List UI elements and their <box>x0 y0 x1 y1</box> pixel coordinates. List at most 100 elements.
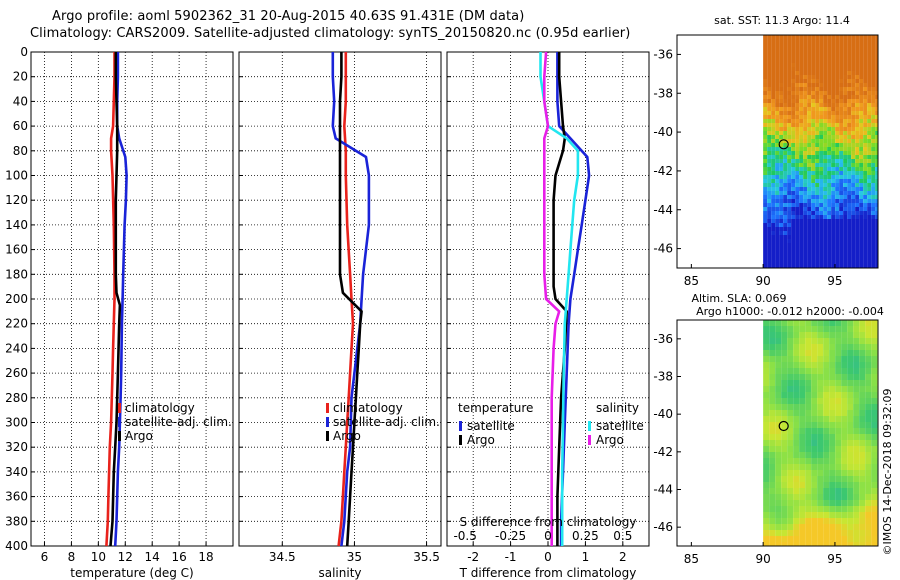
map-cell <box>867 123 872 127</box>
map-cell <box>853 326 860 332</box>
map-cell <box>859 43 864 47</box>
map-cell <box>807 171 812 175</box>
map-cell <box>853 494 860 500</box>
map-cell <box>847 326 854 332</box>
map-cell <box>771 203 776 207</box>
map-cell <box>799 131 804 135</box>
map-cell <box>787 123 792 127</box>
map-cell <box>775 163 780 167</box>
map-cell <box>807 251 812 255</box>
map-cell <box>865 452 872 458</box>
map-cell <box>775 446 782 452</box>
legend-swatch <box>588 435 591 445</box>
map-cell <box>803 63 808 67</box>
map-cell <box>779 79 784 83</box>
map-cell <box>803 39 808 43</box>
map-cell <box>767 203 772 207</box>
map-cell <box>811 159 816 163</box>
map-cell <box>779 87 784 91</box>
map-cell <box>841 530 848 536</box>
map-cell <box>787 368 794 374</box>
top-tick-label: 0.5 <box>613 529 632 543</box>
map-cell <box>867 79 872 83</box>
map-cell <box>847 139 852 143</box>
map-cell <box>791 179 796 183</box>
map-cell <box>769 518 776 524</box>
map-cell <box>831 195 836 199</box>
map-cell <box>829 398 836 404</box>
map-cell <box>835 191 840 195</box>
map-cell <box>853 530 860 536</box>
map-cell <box>787 67 792 71</box>
y-tick-label: 340 <box>5 465 28 479</box>
map-cell <box>815 263 820 267</box>
map-cell <box>847 127 852 131</box>
map-cell <box>863 39 868 43</box>
map-cell <box>779 71 784 75</box>
map-cell <box>771 47 776 51</box>
map-cell <box>787 211 792 215</box>
map-cell <box>835 99 840 103</box>
map-cell <box>835 79 840 83</box>
map-cell <box>819 115 824 119</box>
map-cell <box>799 255 804 259</box>
map-cell <box>807 243 812 247</box>
map-cell <box>779 151 784 155</box>
map-cell <box>859 59 864 63</box>
map-cell <box>795 215 800 219</box>
map-cell <box>767 143 772 147</box>
map-cell <box>851 187 856 191</box>
map-cell <box>767 223 772 227</box>
y-tick-label: 40 <box>13 94 28 108</box>
map-cell <box>855 111 860 115</box>
map-cell <box>871 263 876 267</box>
map-cell <box>799 350 806 356</box>
map-cell <box>827 51 832 55</box>
map-cell <box>811 207 816 211</box>
map-cell <box>875 79 878 83</box>
map-cell <box>863 47 868 51</box>
map-cell <box>793 344 800 350</box>
map-cell <box>799 422 806 428</box>
map-cell <box>863 43 868 47</box>
map-cell <box>807 39 812 43</box>
map-cell <box>815 67 820 71</box>
map-cell <box>847 219 852 223</box>
map-cell <box>819 243 824 247</box>
map-cell <box>803 71 808 75</box>
map-cell <box>799 71 804 75</box>
map-cell <box>829 542 836 546</box>
map-cell <box>781 518 788 524</box>
map-cell <box>795 83 800 87</box>
map-cell <box>799 39 804 43</box>
map-cell <box>781 536 788 542</box>
map-cell <box>775 494 782 500</box>
map-cell <box>779 103 784 107</box>
map-cell <box>769 368 776 374</box>
map-cell <box>817 512 824 518</box>
map-cell <box>775 123 780 127</box>
map-cell <box>799 195 804 199</box>
map-cell <box>805 332 812 338</box>
map-cell <box>867 159 872 163</box>
map-cell <box>795 159 800 163</box>
map-cell <box>779 207 784 211</box>
map-cell <box>799 464 806 470</box>
map-cell <box>771 251 776 255</box>
map-cell <box>799 139 804 143</box>
map-cell <box>787 392 794 398</box>
map-cell <box>787 518 794 524</box>
map-x-tick-label: 95 <box>827 274 842 288</box>
map-cell <box>823 35 828 39</box>
map-cell <box>771 155 776 159</box>
map-cell <box>865 542 872 546</box>
map-cell <box>817 440 824 446</box>
map-cell <box>815 187 820 191</box>
map-cell <box>803 227 808 231</box>
map-cell <box>823 255 828 259</box>
map-cell <box>875 231 878 235</box>
map-cell <box>787 43 792 47</box>
map-cell <box>783 263 788 267</box>
map-cell <box>831 187 836 191</box>
map-cell <box>853 338 860 344</box>
